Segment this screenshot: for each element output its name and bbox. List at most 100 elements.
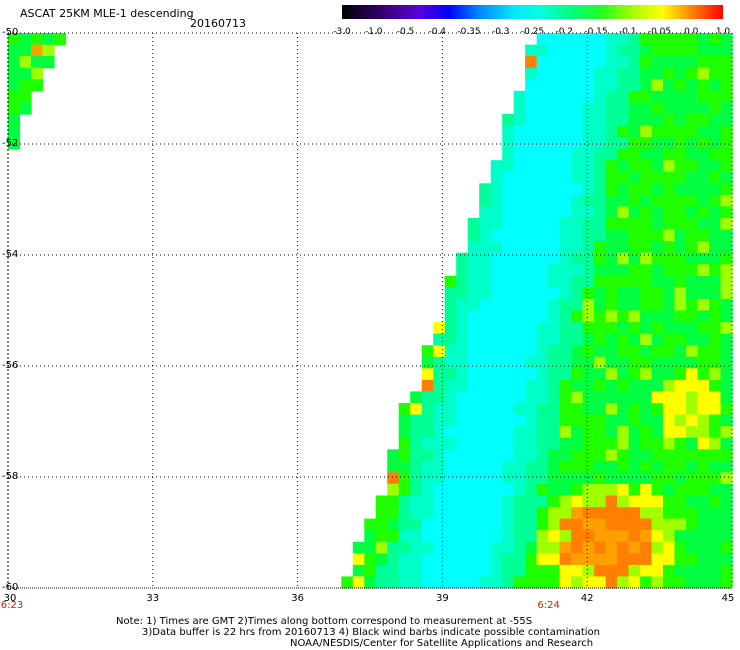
data-cell (640, 264, 653, 277)
data-cell (479, 483, 492, 497)
data-cell (456, 287, 469, 300)
data-cell (433, 437, 446, 450)
data-cell (571, 113, 584, 127)
data-cell (663, 333, 676, 346)
data-cell (605, 102, 618, 115)
data-cell (513, 460, 526, 473)
data-cell (479, 553, 492, 566)
data-cell (686, 437, 699, 450)
data-cell (536, 229, 549, 242)
data-cell (559, 541, 572, 554)
data-cell (582, 391, 595, 404)
data-cell (513, 113, 526, 127)
data-cell (536, 518, 549, 531)
data-cell (536, 483, 549, 497)
data-cell (720, 252, 733, 265)
data-cell (490, 576, 503, 589)
data-cell (605, 206, 618, 219)
data-cell (444, 403, 457, 416)
data-cell (674, 472, 687, 485)
data-cell (720, 171, 733, 184)
data-cell (548, 79, 561, 92)
data-cell (571, 449, 584, 462)
data-cell (548, 391, 561, 404)
data-cell (559, 171, 572, 184)
data-cell (651, 541, 664, 554)
data-cell (640, 125, 653, 138)
data-cell (479, 322, 492, 335)
data-cell (559, 437, 572, 450)
data-cell (513, 507, 526, 520)
data-cell (525, 322, 538, 335)
data-cell (605, 264, 618, 277)
data-cell (594, 137, 607, 150)
data-cell (674, 553, 687, 566)
data-cell (433, 564, 446, 578)
data-cell (8, 113, 21, 127)
colorbar-label: -0.5 (396, 27, 415, 37)
data-cell (709, 414, 722, 427)
data-cell (536, 553, 549, 566)
data-cell (536, 79, 549, 92)
data-cell (651, 310, 664, 323)
data-cell (467, 495, 480, 508)
data-cell (617, 333, 630, 346)
data-cell (559, 564, 572, 578)
data-cell (398, 541, 411, 554)
data-cell (720, 576, 733, 589)
data-cell (536, 564, 549, 578)
data-cell (697, 310, 710, 323)
data-cell (605, 518, 618, 531)
data-cell (582, 275, 595, 288)
data-cell (674, 564, 687, 578)
data-cell (640, 356, 653, 369)
data-cell (490, 437, 503, 450)
data-cell (674, 264, 687, 277)
data-cell (582, 44, 595, 57)
data-cell (559, 333, 572, 346)
data-cell (605, 507, 618, 520)
data-cell (709, 90, 722, 103)
data-cell (594, 218, 607, 231)
data-cell (479, 345, 492, 358)
data-cell (651, 252, 664, 265)
data-cell (640, 194, 653, 208)
data-cell (536, 437, 549, 450)
data-cell (674, 148, 687, 161)
data-cell (697, 137, 710, 150)
data-cell (490, 495, 503, 508)
data-cell (640, 530, 653, 543)
data-cell (663, 553, 676, 566)
data-cell (628, 426, 641, 439)
data-cell (594, 368, 607, 381)
data-cell (398, 472, 411, 485)
data-cell (617, 275, 630, 288)
data-cell (663, 241, 676, 254)
data-cell (559, 495, 572, 508)
data-cell (628, 345, 641, 358)
data-cell (617, 148, 630, 161)
data-cell (582, 507, 595, 520)
data-cell (525, 160, 538, 173)
data-cell (559, 148, 572, 161)
data-cell (513, 148, 526, 161)
data-cell (674, 379, 687, 393)
data-cell (559, 206, 572, 219)
data-cell (709, 553, 722, 566)
data-cell (605, 194, 618, 208)
data-cell (582, 553, 595, 566)
data-cell (490, 507, 503, 520)
data-cell (651, 275, 664, 288)
data-cell (686, 426, 699, 439)
data-cell (456, 403, 469, 416)
data-cell (686, 125, 699, 138)
data-cell (502, 310, 515, 323)
data-cell (479, 437, 492, 450)
data-cell (444, 576, 457, 589)
data-cell (640, 345, 653, 358)
data-cell (720, 102, 733, 115)
data-cell (536, 113, 549, 127)
data-cell (571, 322, 584, 335)
data-cell (456, 275, 469, 288)
